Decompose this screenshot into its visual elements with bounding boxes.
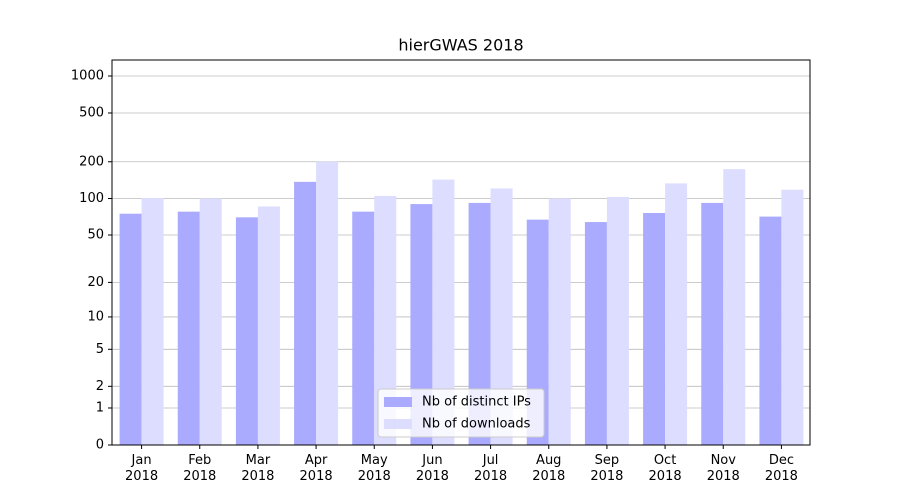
bar [701,202,724,445]
legend-label: Nb of distinct IPs [422,395,531,410]
y-tick-label: 0 [96,438,104,453]
x-tick-label: Aug 2018 [532,453,566,484]
plot-frame [111,59,811,446]
x-tick-label: Oct 2018 [648,453,682,484]
bar [643,213,666,445]
x-tick-label: May 2018 [357,453,391,484]
x-tick-label: Mar 2018 [241,453,275,484]
bar [410,204,433,445]
x-tick-label: Dec 2018 [764,453,798,484]
y-tick-label: 10 [87,309,104,324]
x-tick-label: Feb 2018 [183,453,217,484]
bar [490,188,513,445]
x-tick-label: Jun 2018 [415,453,449,484]
x-tick-label: Jul 2018 [474,453,508,484]
bar [235,217,258,445]
legend: Nb of distinct IPs Nb of downloads [377,388,545,438]
bar [468,202,491,445]
y-tick-label: 50 [87,228,104,243]
y-tick-label: 1 [96,400,104,415]
bar [294,181,317,445]
bar [723,169,746,445]
legend-swatch [384,419,412,429]
chart-title: hierGWAS 2018 [398,36,523,55]
bar [141,197,164,445]
y-tick-label: 500 [79,105,104,120]
bar [665,183,688,446]
bar [374,195,397,445]
bar [606,196,629,445]
bar [584,222,607,445]
legend-swatch [384,397,412,407]
bar [177,211,200,445]
bar [119,213,142,445]
bar [316,161,339,445]
bar [352,211,375,445]
bar [432,179,455,445]
x-tick-label: Apr 2018 [299,453,333,484]
bar [257,206,280,445]
y-tick-label: 20 [87,275,104,290]
bar [781,189,804,445]
y-tick-label: 5 [96,342,104,357]
y-tick-label: 2 [96,379,104,394]
legend-label: Nb of downloads [422,417,531,432]
x-tick-label: Sep 2018 [590,453,624,484]
bar [548,198,571,445]
x-tick-label: Nov 2018 [706,453,740,484]
y-tick-label: 100 [79,191,104,206]
x-tick-label: Jan 2018 [125,453,159,484]
legend-box [377,388,545,438]
y-tick-label: 200 [79,154,104,169]
bar [199,198,222,445]
y-tick-label: 1000 [71,69,104,84]
bar [759,216,782,445]
